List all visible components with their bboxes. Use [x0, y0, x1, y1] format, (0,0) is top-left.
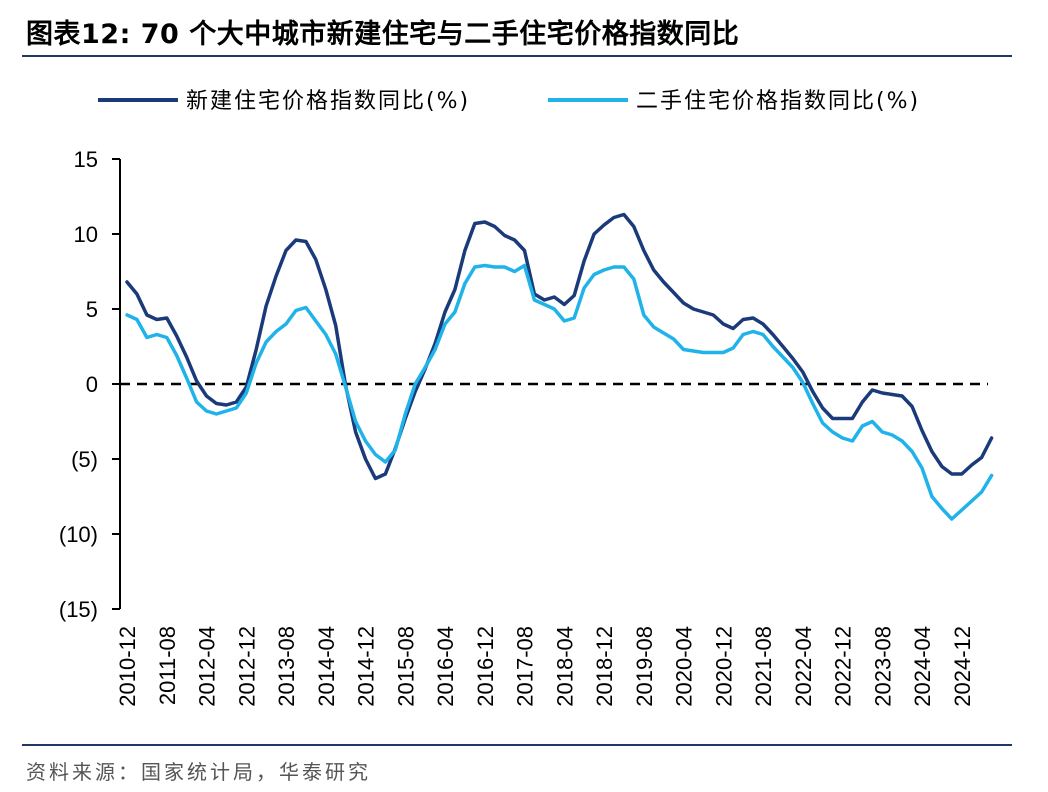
y-tick-label: (10): [59, 522, 98, 547]
x-tick-label: 2018-04: [552, 626, 577, 707]
x-tick-label: 2022-12: [831, 626, 856, 707]
x-tick-label: 2018-12: [592, 626, 617, 707]
legend-label: 二手住宅价格指数同比(%): [636, 89, 920, 114]
series-line-new-homes: [125, 212, 994, 481]
x-tick-label: 2024-12: [950, 626, 975, 707]
x-tick-label: 2011-08: [155, 626, 180, 705]
chart-title: 图表12: 70 个大中城市新建住宅与二手住宅价格指数同比: [26, 19, 740, 50]
y-tick-label: 5: [86, 297, 98, 322]
x-tick-label: 2019-08: [632, 626, 657, 707]
y-tick-label: (15): [59, 597, 98, 622]
y-tick-label: 0: [86, 372, 98, 397]
x-tick-label: 2012-04: [195, 626, 220, 707]
footer-divider: [22, 744, 1012, 746]
series-line-resale-homes: [125, 263, 994, 521]
x-tick-label: 2010-12: [115, 626, 140, 707]
x-tick-label: 2022-04: [791, 626, 816, 707]
x-tick-label: 2016-12: [473, 626, 498, 707]
title-divider: [22, 55, 1012, 57]
x-tick-label: 2016-04: [433, 626, 458, 707]
x-tick-label: 2020-12: [711, 626, 736, 707]
x-tick-label: 2013-08: [274, 626, 299, 707]
x-tick-label: 2024-04: [910, 626, 935, 707]
x-tick-label: 2021-08: [751, 626, 776, 707]
x-tick-label: 2023-08: [870, 626, 895, 707]
y-tick-label: (5): [71, 447, 98, 472]
x-tick-label: 2014-04: [314, 626, 339, 707]
x-tick-label: 2014-12: [354, 626, 379, 707]
source-note: 资料来源：国家统计局，华泰研究: [26, 760, 371, 784]
legend-label: 新建住宅价格指数同比(%): [186, 89, 470, 114]
x-tick-label: 2015-08: [393, 626, 418, 707]
x-tick-label: 2017-08: [513, 626, 538, 707]
x-tick-label: 2020-04: [672, 626, 697, 707]
y-tick-label: 10: [74, 222, 98, 247]
y-tick-label: 15: [74, 147, 98, 172]
x-tick-label: 2012-12: [234, 626, 259, 707]
